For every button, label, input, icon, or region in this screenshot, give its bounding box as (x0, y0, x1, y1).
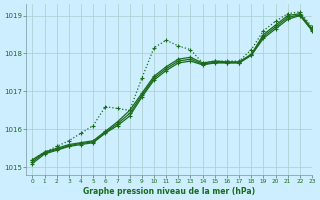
X-axis label: Graphe pression niveau de la mer (hPa): Graphe pression niveau de la mer (hPa) (83, 187, 255, 196)
